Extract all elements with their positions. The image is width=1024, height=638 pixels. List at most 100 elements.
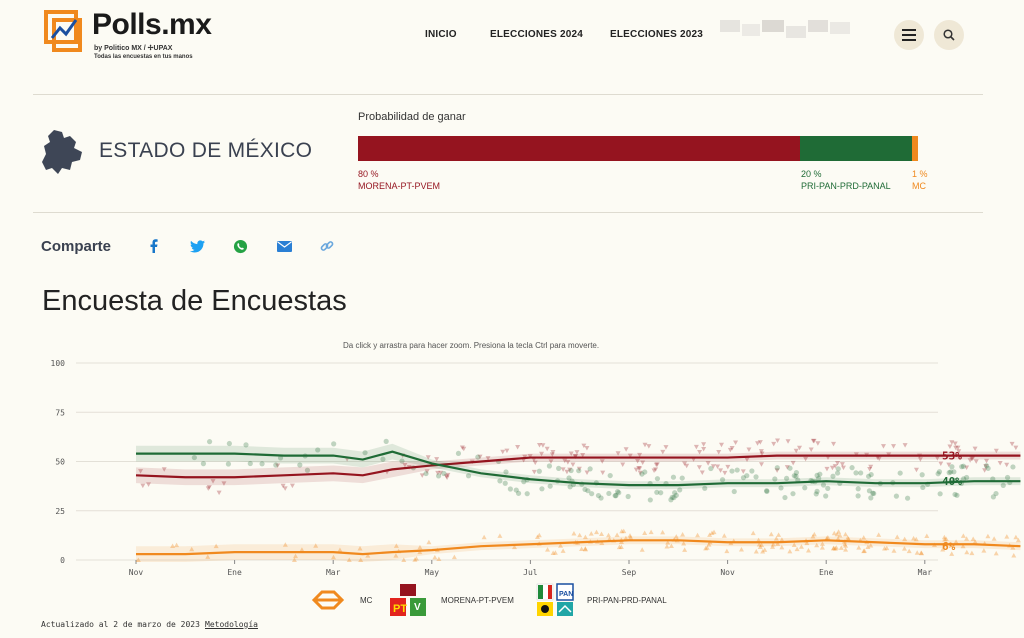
poll-point: [833, 545, 839, 550]
poll-point: [695, 532, 701, 538]
poll-point: [924, 533, 930, 538]
whatsapp-icon[interactable]: [232, 238, 248, 254]
link-icon[interactable]: [319, 238, 335, 254]
poll-point: [424, 469, 430, 474]
nav-inicio[interactable]: INICIO: [425, 29, 457, 40]
poll-point: [759, 542, 765, 548]
poll-point: [711, 529, 717, 535]
morena-legend-icon[interactable]: PT V: [388, 582, 430, 618]
poll-point: [861, 535, 867, 540]
poll-point: [733, 440, 739, 446]
poll-point: [855, 493, 861, 499]
poll-point: [135, 557, 141, 562]
poll-point: [438, 470, 444, 476]
poll-point: [949, 551, 955, 556]
poll-point: [639, 471, 645, 477]
nav-elecciones-2023[interactable]: ELECCIONES 2023: [610, 29, 704, 40]
twitter-icon[interactable]: [189, 238, 205, 254]
probability-pct-morena: 80 %: [358, 169, 379, 179]
poll-point: [399, 458, 405, 464]
pri-pan-legend-icon[interactable]: PAN: [535, 582, 575, 618]
poll-point: [362, 450, 368, 456]
poll-point: [600, 470, 606, 476]
poll-point: [401, 557, 407, 562]
poll-point: [315, 447, 321, 453]
poll-point: [983, 463, 990, 469]
poll-point: [940, 546, 946, 552]
poll-point: [836, 529, 842, 534]
poll-point: [943, 536, 949, 542]
poll-point: [701, 442, 707, 447]
confidence-band: [136, 451, 1021, 486]
poll-point: [412, 557, 418, 562]
poll-point: [539, 451, 545, 457]
section-title: Encuesta de Encuestas: [42, 285, 347, 317]
poll-point: [858, 470, 864, 476]
poll-point: [673, 492, 679, 498]
poll-point: [346, 557, 352, 562]
poll-point: [776, 532, 782, 537]
svg-text:PT: PT: [393, 603, 407, 615]
poll-point: [902, 536, 908, 542]
poll-point: [669, 494, 675, 500]
poll-point: [817, 471, 823, 477]
poll-point: [866, 488, 873, 494]
poll-point: [830, 545, 836, 551]
state-name: ESTADO DE MÉXICO: [99, 139, 313, 162]
poll-point: [791, 473, 797, 479]
poll-point: [793, 470, 800, 476]
y-tick-label: 75: [55, 408, 65, 417]
series-line[interactable]: [136, 450, 1021, 487]
poll-chart[interactable]: 0 25 50 75 100 Nov Ene Mar May Jul Sep Nov Ene Mar 53%…: [0, 350, 1024, 585]
poll-point: [515, 445, 521, 450]
poll-point: [500, 449, 506, 455]
poll-point: [443, 474, 449, 479]
poll-point: [537, 442, 543, 448]
poll-point: [635, 459, 641, 464]
email-icon[interactable]: [276, 238, 292, 254]
poll-point: [337, 547, 343, 552]
poll-point: [436, 556, 442, 561]
poll-point: [614, 532, 620, 538]
poll-point: [953, 539, 959, 544]
poll-point: [823, 493, 829, 499]
poll-point: [970, 536, 976, 541]
nav-elecciones-2024[interactable]: ELECCIONES 2024: [490, 29, 584, 40]
poll-point: [993, 550, 999, 556]
poll-point: [562, 458, 568, 464]
poll-point: [665, 540, 671, 545]
x-tick-label: Ene: [227, 568, 242, 577]
poll-point: [170, 543, 176, 549]
poll-point: [614, 489, 621, 495]
poll-point: [798, 544, 804, 549]
methodology-link[interactable]: Metodología: [205, 620, 258, 629]
poll-point: [721, 533, 727, 538]
poll-point: [805, 548, 811, 553]
poll-point: [213, 543, 219, 549]
poll-point: [746, 447, 752, 453]
poll-point: [582, 546, 588, 551]
poll-point: [719, 477, 726, 483]
poll-point: [949, 440, 955, 445]
series-line[interactable]: [135, 454, 1021, 479]
mc-legend-icon[interactable]: [310, 582, 346, 618]
probability-party-mc: MC: [912, 181, 926, 191]
poll-point: [393, 553, 399, 558]
poll-point: [866, 473, 872, 479]
poll-point: [843, 547, 849, 552]
search-button[interactable]: [934, 20, 964, 50]
poll-point: [623, 535, 629, 541]
poll-point: [773, 536, 779, 541]
poll-point: [964, 474, 970, 481]
poll-point: [861, 548, 867, 554]
poll-point: [960, 463, 967, 469]
poll-point: [967, 458, 973, 463]
poll-point: [876, 456, 882, 462]
facebook-icon[interactable]: [146, 238, 162, 254]
poll-point: [677, 487, 683, 493]
series-line[interactable]: [136, 539, 1021, 556]
menu-button[interactable]: [894, 20, 924, 50]
poll-point: [744, 457, 750, 462]
poll-point: [835, 536, 841, 541]
poll-point: [868, 495, 874, 501]
